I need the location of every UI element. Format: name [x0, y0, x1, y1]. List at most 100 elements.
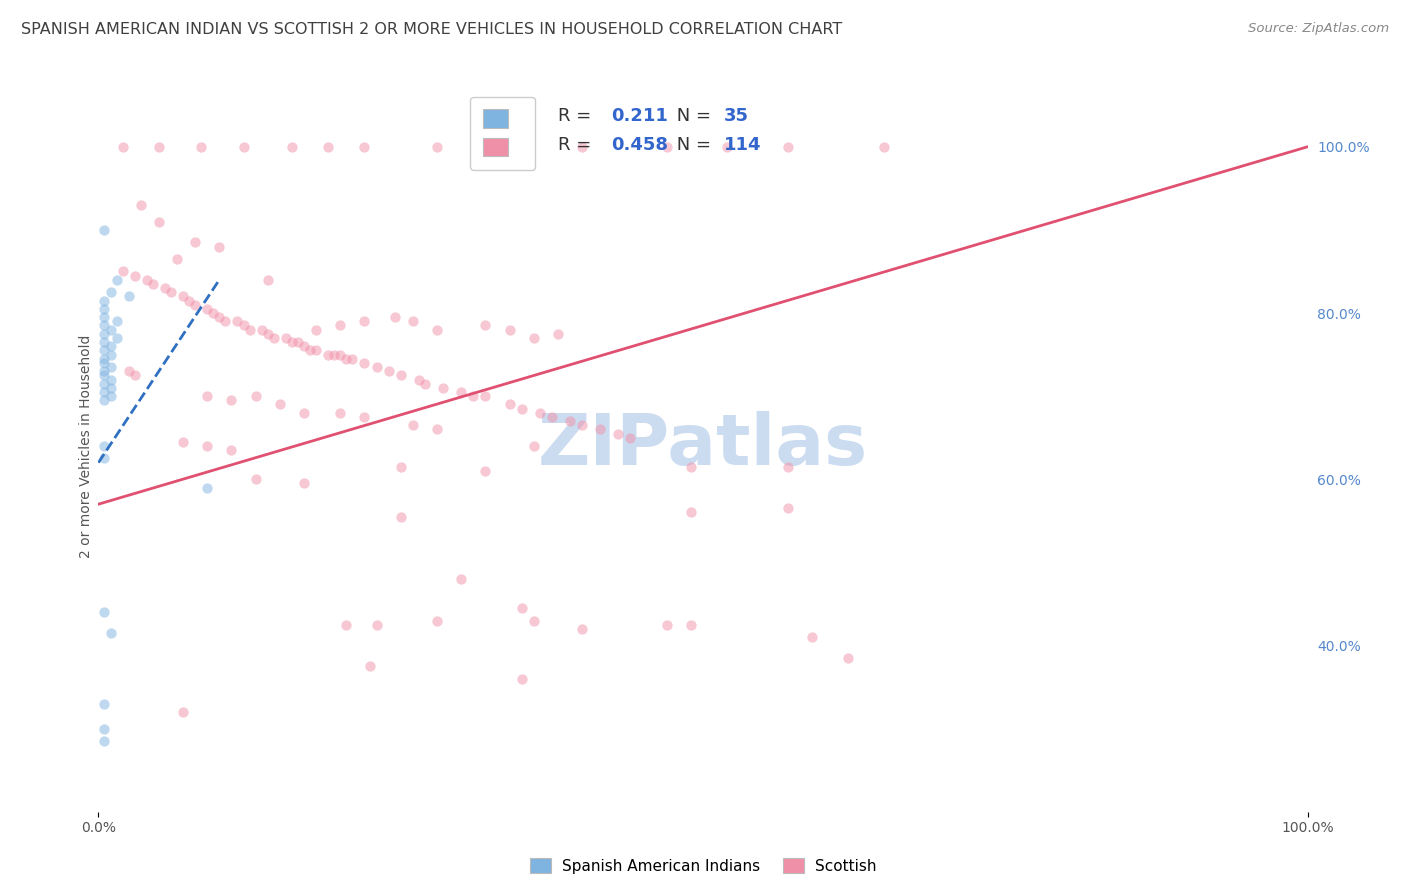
Point — [329, 347, 352, 362]
Point — [93, 364, 115, 378]
Point — [100, 372, 122, 386]
Point — [402, 418, 425, 433]
Point — [305, 343, 328, 358]
Point — [195, 301, 218, 316]
Point — [474, 464, 496, 478]
Point — [335, 351, 357, 366]
Point — [124, 368, 146, 383]
Point — [540, 409, 562, 424]
Point — [571, 622, 593, 636]
Point — [135, 273, 157, 287]
Point — [389, 368, 412, 383]
Point — [195, 439, 218, 453]
Point — [329, 406, 352, 420]
Point — [93, 351, 115, 366]
Text: 114: 114 — [724, 136, 762, 153]
Point — [93, 722, 115, 736]
Point — [360, 659, 382, 673]
Text: N =: N = — [671, 107, 717, 125]
Point — [93, 335, 115, 350]
Point — [571, 418, 593, 433]
Point — [474, 389, 496, 403]
Point — [287, 335, 309, 350]
Point — [776, 459, 799, 474]
Point — [281, 140, 304, 154]
Point — [589, 422, 612, 436]
Point — [486, 140, 509, 154]
Point — [426, 323, 449, 337]
Point — [172, 705, 194, 719]
Point — [316, 140, 339, 154]
Point — [153, 281, 176, 295]
Point — [432, 381, 454, 395]
Point — [245, 472, 267, 486]
Text: N =: N = — [671, 136, 717, 153]
Point — [366, 617, 388, 632]
Point — [607, 426, 630, 441]
Point — [184, 298, 207, 312]
Point — [100, 347, 122, 362]
Point — [305, 323, 328, 337]
Point — [93, 393, 115, 408]
Point — [323, 347, 346, 362]
Point — [450, 384, 472, 399]
Point — [93, 318, 115, 333]
Point — [221, 393, 243, 408]
Point — [498, 323, 520, 337]
Point — [558, 414, 581, 428]
Point — [450, 572, 472, 586]
Point — [93, 368, 115, 383]
Text: 0.458: 0.458 — [612, 136, 669, 153]
Point — [93, 376, 115, 391]
Point — [148, 140, 170, 154]
Point — [195, 389, 218, 403]
Point — [256, 273, 278, 287]
Text: R =: R = — [558, 107, 598, 125]
Point — [292, 406, 315, 420]
Point — [256, 326, 278, 341]
Legend: Spanish American Indians, Scottish: Spanish American Indians, Scottish — [523, 852, 883, 880]
Point — [837, 651, 859, 665]
Point — [679, 459, 702, 474]
Point — [93, 310, 115, 325]
Point — [93, 326, 115, 341]
Point — [389, 459, 412, 474]
Point — [111, 140, 134, 154]
Point — [523, 331, 546, 345]
Point — [274, 331, 297, 345]
Point — [93, 697, 115, 711]
Point — [100, 339, 122, 353]
Point — [100, 381, 122, 395]
Point — [377, 364, 399, 378]
Point — [232, 140, 254, 154]
Point — [93, 356, 115, 370]
Point — [292, 476, 315, 491]
Point — [148, 214, 170, 228]
Point — [105, 314, 128, 328]
Text: R =: R = — [558, 136, 598, 153]
Point — [426, 614, 449, 628]
Point — [93, 301, 115, 316]
Point — [402, 314, 425, 328]
Point — [179, 293, 201, 308]
Point — [353, 409, 375, 424]
Point — [190, 140, 212, 154]
Point — [342, 351, 364, 366]
Point — [93, 734, 115, 748]
Point — [776, 501, 799, 516]
Point — [195, 481, 218, 495]
Point — [655, 140, 678, 154]
Point — [655, 617, 678, 632]
Point — [100, 389, 122, 403]
Point — [111, 264, 134, 278]
Point — [172, 289, 194, 303]
Legend: , : , — [470, 96, 536, 169]
Point — [353, 314, 375, 328]
Point — [100, 285, 122, 300]
Point — [413, 376, 436, 391]
Point — [547, 326, 569, 341]
Point — [172, 434, 194, 449]
Text: 0.211: 0.211 — [612, 107, 668, 125]
Point — [292, 339, 315, 353]
Point — [118, 289, 141, 303]
